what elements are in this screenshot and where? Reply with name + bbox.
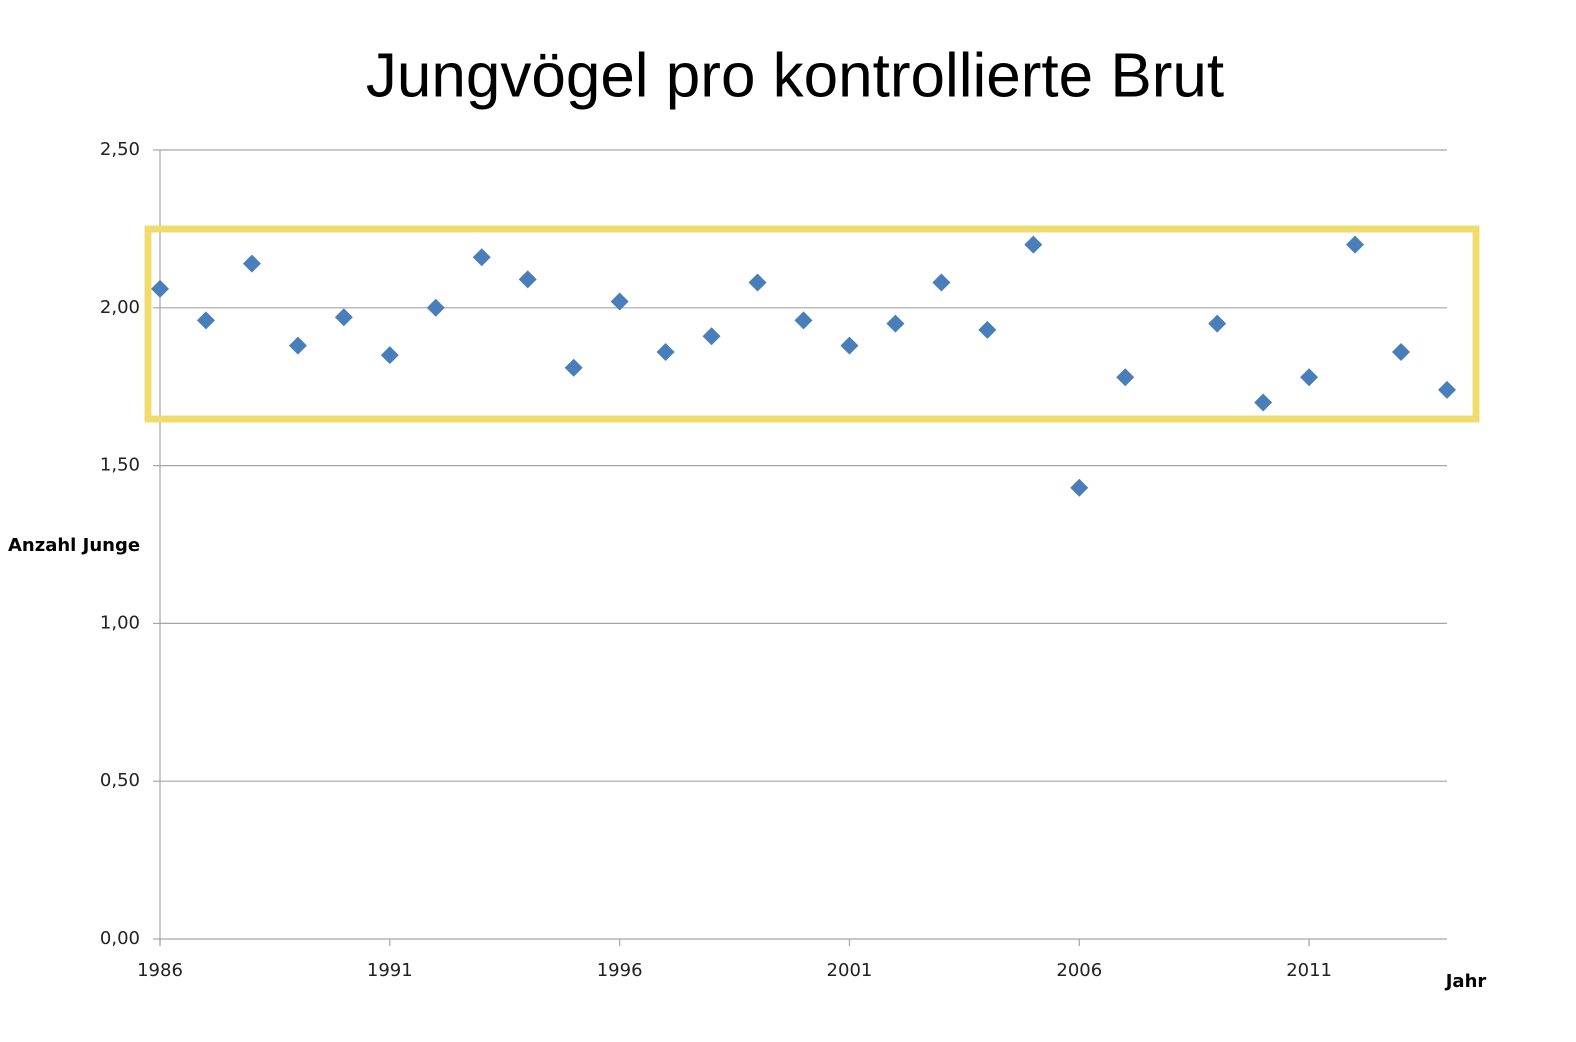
x-tick-label: 1991: [367, 960, 413, 981]
point: [656, 342, 675, 361]
x-tick-label: 1996: [597, 960, 643, 981]
point: [1300, 368, 1319, 387]
point: [288, 336, 307, 355]
y-tick-label: 1,50: [100, 455, 140, 476]
y-tick-label: 1,00: [100, 612, 140, 633]
point: [1070, 478, 1089, 497]
highlight-box: [144, 225, 1480, 423]
point: [978, 320, 997, 339]
x-axis-label: Jahr: [1444, 971, 1487, 992]
point: [1024, 235, 1043, 254]
point: [1438, 380, 1456, 399]
point: [151, 279, 169, 298]
y-tick-label: 2,00: [100, 297, 140, 318]
y-tick-label: 0,50: [100, 770, 140, 791]
point: [242, 254, 261, 273]
point: [1208, 314, 1227, 333]
x-tick-label: 2001: [827, 960, 873, 981]
chart-title: Jungvögel pro kontrollierte Brut: [366, 41, 1224, 110]
point: [334, 308, 353, 327]
y-axis-label: Anzahl Junge: [8, 535, 140, 556]
plot-area: 0,00 0,50 1,00 1,50 2,00 2,50 1986 1991 1996 2001…: [100, 139, 1456, 981]
point: [702, 327, 721, 346]
point: [1392, 342, 1411, 361]
point: [840, 336, 859, 355]
y-tick-label: 0,00: [100, 928, 140, 949]
point: [932, 273, 951, 292]
point: [794, 311, 813, 330]
point: [426, 298, 445, 317]
point: [380, 346, 399, 365]
point: [886, 314, 905, 333]
point: [564, 358, 583, 377]
point: [748, 273, 767, 292]
point: [1116, 368, 1135, 387]
x-tick-label: 1986: [137, 960, 183, 981]
point: [1346, 235, 1365, 254]
point: [196, 311, 215, 330]
x-tick-label: 2011: [1286, 960, 1332, 981]
point: [610, 292, 629, 311]
point: [472, 248, 491, 267]
point: [1254, 393, 1273, 412]
y-tick-label: 2,50: [100, 139, 140, 160]
x-tick-label: 2006: [1056, 960, 1102, 981]
point: [518, 270, 537, 289]
